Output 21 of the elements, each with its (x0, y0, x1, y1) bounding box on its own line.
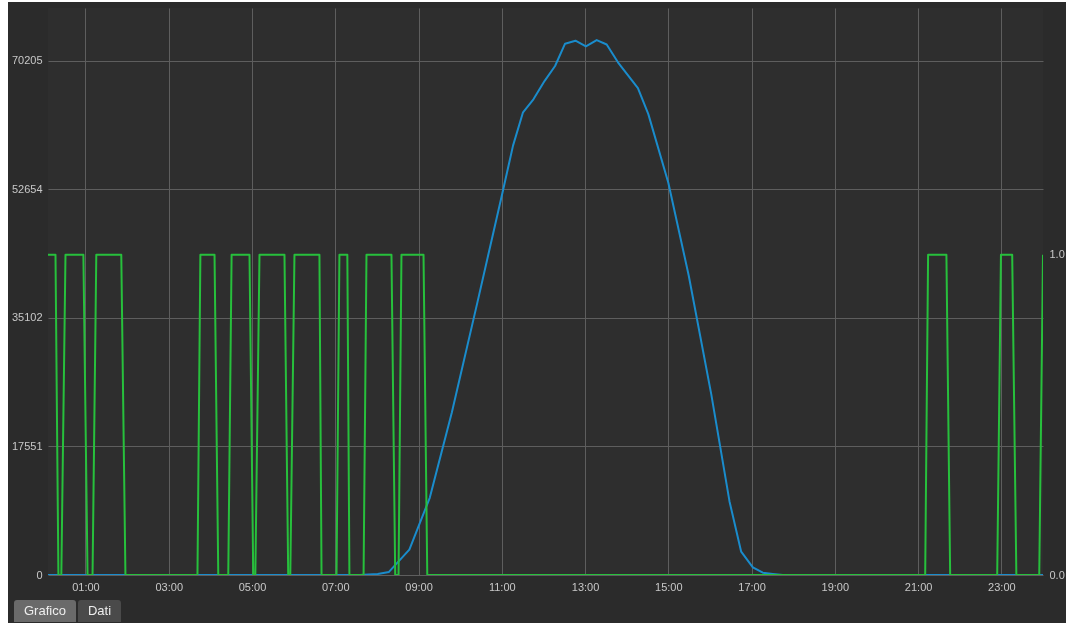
x-tick-label: 07:00 (321, 580, 350, 593)
y-tick-label: 0 (36, 568, 43, 581)
y-tick-label: 70205 (11, 54, 43, 67)
y2-tick-label: 0.0 (1049, 568, 1065, 581)
tab: Grafico (14, 600, 76, 622)
x-tick-label: 21:00 (904, 580, 933, 593)
y-tick-label: 52654 (11, 182, 43, 195)
x-tick-label: 23:00 (988, 580, 1016, 593)
x-tick-label: 01:00 (72, 580, 100, 593)
x-tick-label: 09:00 (405, 580, 433, 593)
x-tick-label: 03:00 (155, 580, 183, 593)
x-tick-label: 13:00 (571, 580, 600, 593)
x-tick-label: 19:00 (821, 580, 850, 593)
x-tick-label: 11:00 (488, 580, 516, 593)
y2-tick-label: 1.0 (1049, 248, 1065, 261)
tab: Dati (77, 600, 122, 622)
x-tick-label: 15:00 (655, 580, 683, 593)
y-tick-label: 35102 (11, 311, 43, 324)
x-tick-label: 05:00 (238, 580, 267, 593)
y-tick-label: 17551 (11, 439, 43, 452)
x-tick-label: 17:00 (738, 580, 766, 593)
